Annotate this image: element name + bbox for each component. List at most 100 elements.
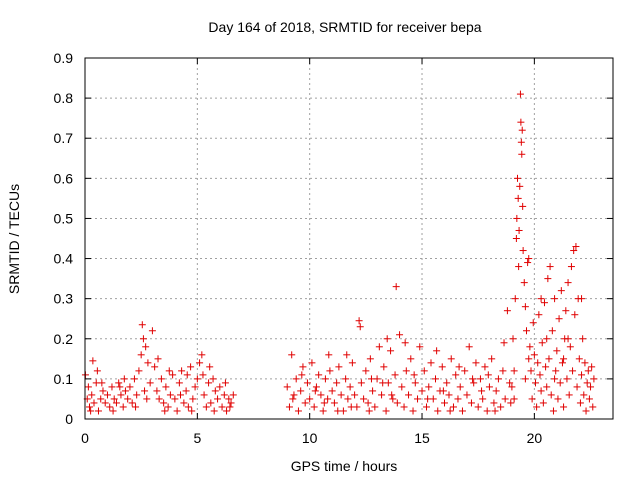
data-point: [516, 90, 524, 98]
data-point: [346, 383, 354, 391]
data-point: [497, 403, 505, 411]
data-point: [546, 263, 554, 271]
data-point: [452, 371, 460, 379]
data-point: [582, 407, 590, 415]
data-point: [589, 403, 597, 411]
data-point: [537, 295, 545, 303]
data-point: [398, 383, 406, 391]
data-point: [483, 407, 491, 415]
data-point: [308, 359, 316, 367]
data-point: [414, 395, 422, 403]
data-point: [94, 407, 102, 415]
data-point: [378, 391, 386, 399]
data-point: [396, 331, 404, 339]
data-point: [461, 367, 469, 375]
data-point: [119, 403, 127, 411]
data-point: [556, 379, 564, 387]
data-point: [97, 395, 105, 403]
data-point: [410, 371, 418, 379]
data-point: [326, 367, 334, 375]
data-point: [154, 355, 162, 363]
data-point: [220, 391, 228, 399]
data-point: [516, 182, 524, 190]
data-point: [141, 387, 149, 395]
data-point: [543, 383, 551, 391]
data-point: [85, 403, 93, 411]
data-point: [517, 138, 525, 146]
data-point: [200, 391, 208, 399]
data-point: [537, 387, 545, 395]
data-point: [510, 367, 518, 375]
data-point: [553, 347, 561, 355]
data-point: [121, 387, 129, 395]
data-point: [325, 351, 333, 359]
data-point: [143, 395, 151, 403]
x-axis-label: GPS time / hours: [291, 458, 398, 474]
data-point: [369, 387, 377, 395]
data-point: [470, 379, 478, 387]
data-point: [343, 351, 351, 359]
data-point: [171, 395, 179, 403]
data-point: [388, 391, 396, 399]
data-point: [539, 399, 547, 407]
data-point: [138, 321, 146, 329]
data-point: [161, 407, 169, 415]
data-point: [218, 403, 226, 411]
data-point: [476, 375, 484, 383]
data-point: [530, 351, 538, 359]
data-point: [484, 371, 492, 379]
data-point: [292, 375, 300, 383]
data-point: [540, 299, 548, 307]
data-point: [564, 335, 572, 343]
data-point: [446, 407, 454, 415]
data-point: [433, 347, 441, 355]
data-point: [351, 391, 359, 399]
data-point: [209, 375, 217, 383]
data-point: [166, 391, 174, 399]
data-point: [472, 359, 480, 367]
data-point: [160, 399, 168, 407]
data-point: [382, 407, 390, 415]
data-point: [319, 407, 327, 415]
data-point: [481, 363, 489, 371]
data-point: [188, 407, 196, 415]
data-point: [206, 363, 214, 371]
y-tick-label: 0.8: [54, 90, 74, 106]
data-point: [578, 295, 586, 303]
data-point: [133, 391, 141, 399]
data-point: [522, 327, 530, 335]
data-point: [520, 279, 528, 287]
data-point: [211, 387, 219, 395]
data-point: [89, 357, 97, 365]
data-point: [423, 403, 431, 411]
data-point: [549, 407, 557, 415]
data-point: [196, 359, 204, 367]
data-point: [463, 391, 471, 399]
x-tick-label: 10: [302, 430, 318, 446]
data-point: [529, 319, 537, 327]
data-point: [509, 335, 517, 343]
data-point: [87, 407, 95, 415]
data-point: [447, 355, 455, 363]
y-tick-label: 0.3: [54, 291, 74, 307]
y-axis-ticks: 0 0.1 0.2 0.3 0.4 0.5 0.6 0.7 0.8 0.9: [54, 50, 613, 427]
x-tick-label: 0: [81, 430, 89, 446]
data-point: [434, 407, 442, 415]
data-point: [379, 379, 387, 387]
plot-frame: [84, 57, 614, 420]
data-point: [536, 371, 544, 379]
data-point: [524, 259, 532, 267]
data-point: [367, 375, 375, 383]
data-point: [401, 339, 409, 347]
data-point: [584, 367, 592, 375]
data-point: [545, 355, 553, 363]
data-point: [146, 379, 154, 387]
data-point: [491, 407, 499, 415]
data-point: [357, 379, 365, 387]
data-point: [229, 391, 237, 399]
data-point: [108, 383, 116, 391]
data-point: [337, 391, 345, 399]
x-axis-ticks: 0 5 10 15 20: [81, 58, 542, 446]
data-point: [303, 379, 311, 387]
data-point: [387, 347, 395, 355]
